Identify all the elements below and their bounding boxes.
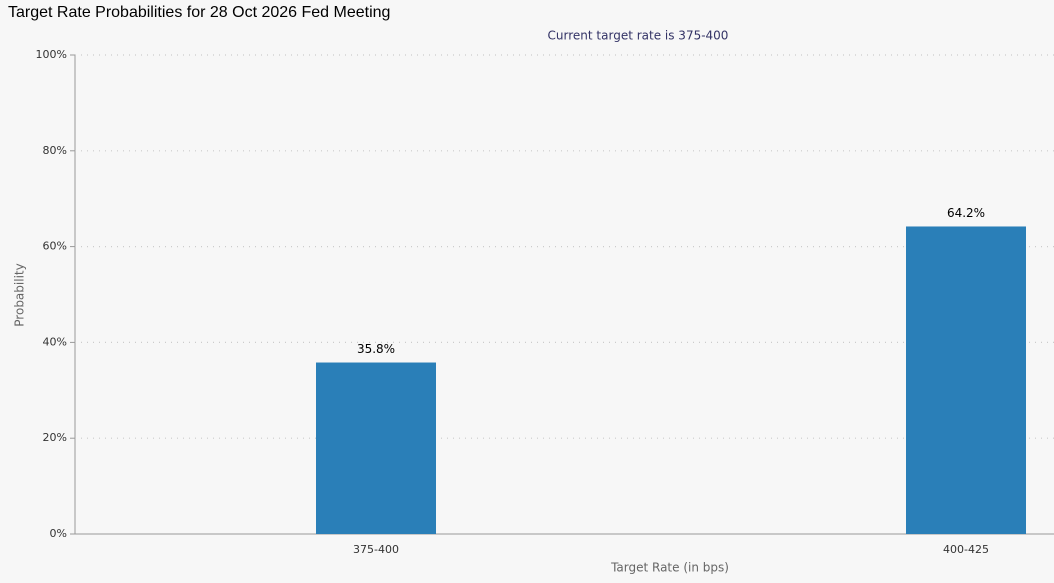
- y-tick-label: 20%: [43, 431, 67, 444]
- y-axis-label: Probability: [13, 263, 27, 326]
- x-axis-label: Target Rate (in bps): [610, 561, 729, 575]
- y-tick-label: 60%: [43, 240, 67, 253]
- x-tick-label: 400-425: [943, 543, 989, 556]
- chart-subtitle: Current target rate is 375-400: [548, 29, 729, 43]
- value-label: 35.8%: [357, 342, 395, 356]
- bar: [906, 226, 1026, 534]
- y-tick-label: 80%: [43, 144, 67, 157]
- chart-title: Target Rate Probabilities for 28 Oct 202…: [8, 4, 390, 21]
- value-label: 64.2%: [947, 206, 985, 220]
- y-tick-label: 0%: [50, 527, 67, 540]
- x-tick-label: 375-400: [353, 543, 399, 556]
- bar: [316, 362, 436, 534]
- y-tick-label: 100%: [36, 48, 67, 61]
- y-tick-label: 40%: [43, 335, 67, 348]
